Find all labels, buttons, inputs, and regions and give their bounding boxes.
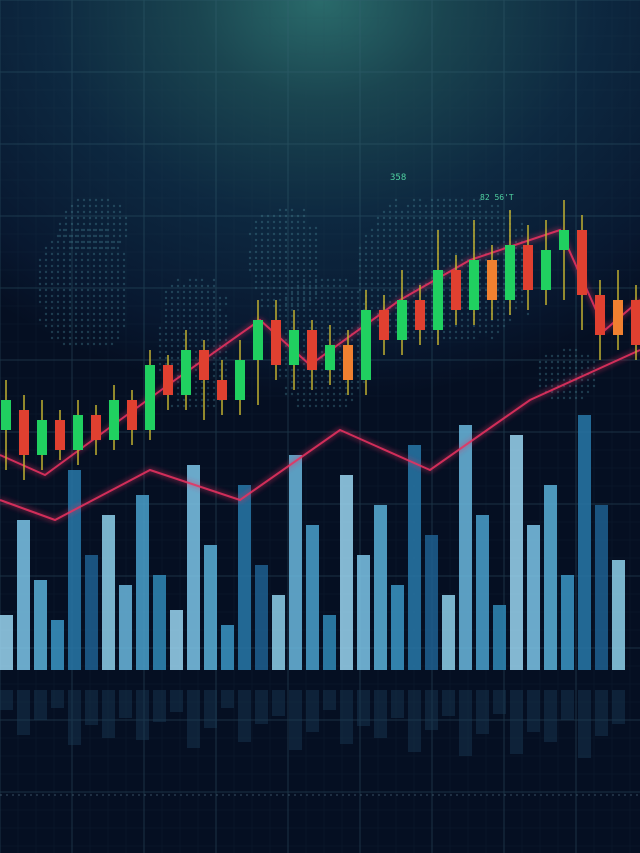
volume-bars [0, 415, 625, 670]
mirror-bars [0, 690, 625, 758]
svg-text:358: 358 [390, 173, 406, 183]
chart-canvas: 358 82 56'T [0, 0, 640, 853]
financial-chart: 358 82 56'T [0, 0, 640, 853]
world-map-dots [39, 199, 595, 407]
chart-labels: 358 82 56'T [390, 173, 514, 202]
svg-text:82 56'T: 82 56'T [480, 193, 514, 202]
